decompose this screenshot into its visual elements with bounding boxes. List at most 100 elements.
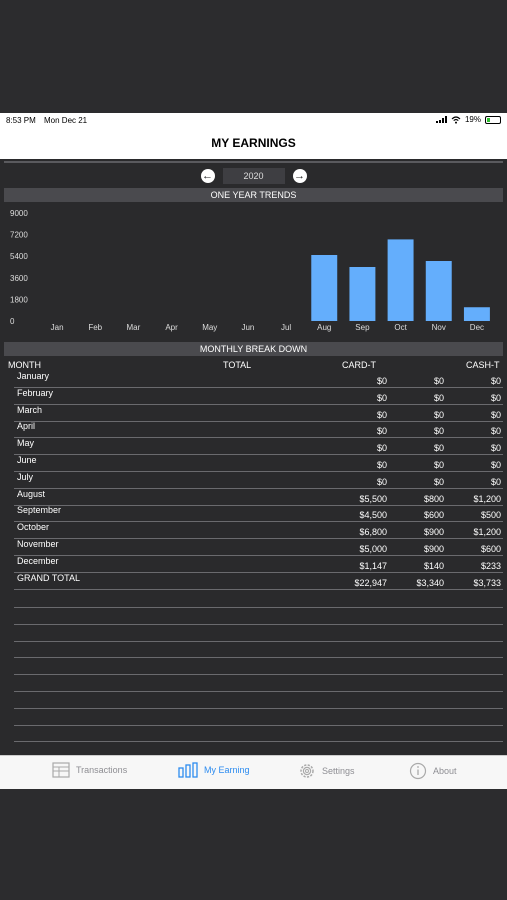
bar-oct: [387, 239, 414, 321]
card-cell: $0: [433, 460, 444, 470]
month-cell: November: [17, 539, 59, 549]
month-cell: July: [17, 471, 34, 482]
earnings-bar-chart: 9000 7200 5400 3600 1800 0 Jan Feb Mar Apr May Jun J…: [10, 209, 490, 332]
cash-cell: $1,200: [473, 527, 501, 538]
battery-percent: 19%: [464, 115, 481, 124]
tab-my-earning[interactable]: My Earning: [178, 762, 250, 778]
grand-total-row: GRAND TOTAL $22,947 $3,340 $3,733: [14, 572, 503, 590]
table-row: February $0 $0 $0: [14, 387, 503, 405]
bar-aug: [311, 255, 338, 321]
info-icon: [409, 762, 427, 780]
card-cell: $0: [433, 392, 444, 403]
x-tick-label: May: [202, 323, 217, 332]
empty-row-line: [14, 707, 503, 709]
gear-icon: [300, 764, 314, 778]
status-bar: 8:53 PM Mon Dec 21 19%: [0, 113, 507, 127]
x-tick-label: Dec: [470, 323, 484, 332]
empty-row-line: [14, 674, 503, 676]
tab-settings[interactable]: Settings: [298, 762, 355, 780]
tab-bar: Transactions My Earning Settings: [0, 755, 507, 789]
wifi-icon: [451, 115, 461, 124]
card-cell: $900: [423, 527, 444, 538]
breakdown-header: MONTHLY BREAK DOWN: [4, 342, 503, 356]
trends-header: ONE YEAR TRENDS: [4, 188, 503, 202]
empty-row-line: [14, 607, 503, 608]
battery-icon: [485, 115, 501, 124]
total-cell: $5,500: [359, 493, 387, 504]
cash-cell: $0: [490, 443, 501, 454]
total-cell: $0: [376, 392, 387, 403]
tab-about-label: About: [433, 766, 457, 776]
table-row: January $0 $0 $0: [14, 370, 503, 388]
total-cell: $22,947: [354, 577, 387, 588]
x-tick-label: Mar: [127, 323, 141, 332]
card-cell: $3,340: [416, 577, 444, 588]
year-label[interactable]: 2020: [222, 168, 285, 184]
card-cell: $0: [433, 409, 444, 420]
col-header-month: MONTH: [8, 360, 41, 370]
table-row: April $0 $0 $0: [14, 420, 503, 439]
tab-about[interactable]: About: [409, 762, 457, 780]
table-row: July $0 $0 $0: [14, 471, 503, 489]
table-row: March $0 $0 $0: [14, 404, 503, 422]
col-header-cash: CASH-T: [466, 360, 500, 370]
card-cell: $600: [423, 510, 444, 521]
total-cell: $0: [376, 409, 387, 420]
total-cell: $6,800: [359, 527, 387, 538]
header-divider: [4, 161, 503, 163]
x-tick-label: Aug: [317, 323, 331, 332]
transactions-icon: [52, 762, 70, 778]
breakdown-title: MONTHLY BREAK DOWN: [199, 344, 308, 354]
status-time: 8:53 PM: [6, 116, 36, 125]
month-cell: August: [17, 488, 46, 499]
card-cell: $140: [423, 560, 444, 571]
month-cell: September: [17, 505, 62, 516]
card-cell: $0: [433, 426, 444, 437]
table-row: August $5,500 $800 $1,200: [14, 488, 503, 506]
month-cell: May: [17, 438, 35, 449]
cash-cell: $0: [490, 409, 501, 420]
month-cell: GRAND TOTAL: [17, 572, 81, 583]
tab-transactions[interactable]: Transactions: [52, 762, 127, 778]
card-cell: $800: [423, 493, 444, 504]
trends-title: ONE YEAR TRENDS: [210, 190, 297, 200]
table-row: May $0 $0 $0: [14, 437, 503, 456]
month-cell: February: [17, 387, 54, 398]
total-cell: $0: [376, 426, 387, 437]
total-cell: $0: [376, 460, 387, 470]
cash-cell: $0: [490, 460, 501, 470]
nav-bar: MY EARNINGS: [0, 127, 507, 159]
total-cell: $5,000: [359, 544, 387, 554]
card-cell: $900: [423, 544, 444, 554]
table-row: December $1,147 $140 $233: [14, 555, 503, 573]
cellular-signal-icon: [435, 116, 447, 123]
col-header-total: TOTAL: [223, 360, 252, 370]
y-tick-label: 5400: [10, 252, 28, 261]
cash-cell: $0: [490, 426, 501, 437]
y-tick-label: 9000: [10, 209, 28, 218]
x-tick-label: Jul: [281, 323, 291, 332]
tab-settings-label: Settings: [322, 766, 355, 776]
bar-nov: [425, 261, 452, 321]
x-tick-label: Oct: [394, 323, 407, 332]
month-cell: January: [17, 371, 50, 381]
y-tick-label: 3600: [10, 274, 28, 283]
card-cell: $0: [433, 376, 444, 386]
tab-transactions-label: Transactions: [76, 765, 128, 775]
status-indicators: 19%: [435, 115, 501, 124]
empty-row-line: [14, 691, 503, 692]
year-selector: ← 2020 →: [0, 167, 507, 185]
total-cell: $0: [376, 443, 387, 454]
card-cell: $0: [433, 443, 444, 454]
arrow-left-circle-icon[interactable]: ←: [200, 169, 215, 183]
month-cell: March: [17, 404, 43, 415]
x-tick-label: Jan: [51, 323, 64, 332]
table-row: September $4,500 $600 $500: [14, 504, 503, 523]
month-cell: October: [17, 522, 50, 533]
cash-cell: $600: [480, 544, 501, 554]
cash-cell: $233: [480, 560, 501, 571]
arrow-right-circle-icon[interactable]: →: [292, 169, 307, 183]
month-cell: April: [17, 421, 36, 432]
total-cell: $0: [376, 376, 387, 386]
cash-cell: $3,733: [473, 577, 501, 588]
